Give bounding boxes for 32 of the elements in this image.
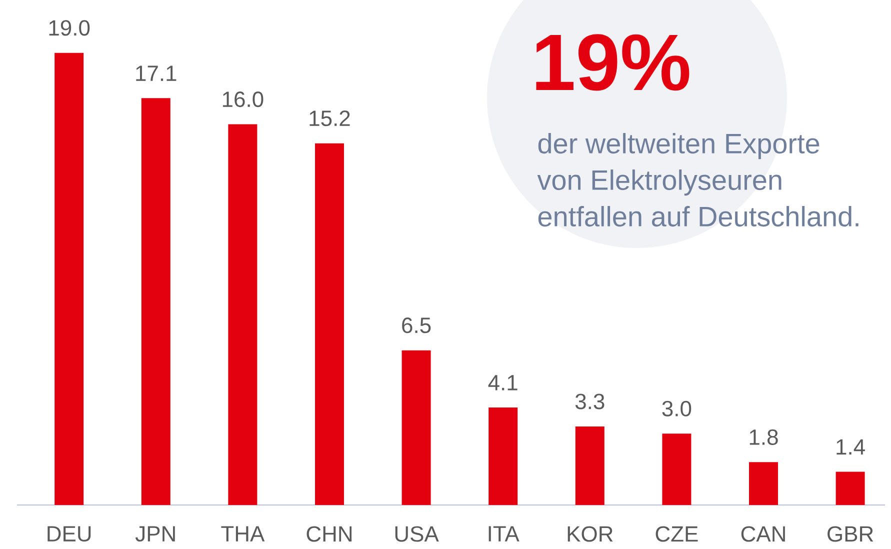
data-label: 3.0 bbox=[662, 400, 692, 416]
data-label: 1.4 bbox=[836, 439, 865, 454]
bar bbox=[836, 472, 865, 505]
x-tick-label: DEU bbox=[48, 526, 91, 542]
bar bbox=[141, 98, 170, 505]
bar bbox=[228, 124, 258, 505]
x-tick-label: THA bbox=[221, 526, 265, 542]
data-label: 15.2 bbox=[310, 110, 350, 126]
bar bbox=[662, 434, 692, 505]
x-tick-label: CZE bbox=[656, 526, 698, 542]
x-tick-label: USA bbox=[395, 526, 439, 542]
annotation: der weltweiten Exporte von Elektrolyseuren entfallen auf Deutschland. bbox=[537, 132, 858, 227]
x-tick-label: JPN bbox=[135, 526, 175, 542]
data-label: 16.0 bbox=[222, 92, 264, 108]
data-label: 17.1 bbox=[136, 66, 176, 81]
bar bbox=[54, 52, 84, 505]
data-label: 6.5 bbox=[402, 318, 431, 334]
bar bbox=[575, 426, 604, 505]
x-tick-label: KOR bbox=[568, 526, 613, 542]
x-tick-label: GBR bbox=[828, 526, 874, 542]
bar bbox=[314, 143, 344, 505]
annotation: 19% bbox=[536, 34, 690, 91]
x-tick-label: CAN bbox=[741, 526, 785, 542]
bar bbox=[402, 350, 431, 505]
data-label: 3.3 bbox=[575, 394, 604, 410]
x-tick-label: ITA bbox=[488, 526, 520, 542]
bar bbox=[488, 407, 518, 505]
bar bbox=[748, 462, 778, 505]
x-tick-label: CHN bbox=[306, 526, 352, 542]
data-label: 1.8 bbox=[750, 429, 778, 445]
data-label: 4.1 bbox=[488, 375, 518, 390]
data-label: 19.0 bbox=[49, 20, 90, 36]
